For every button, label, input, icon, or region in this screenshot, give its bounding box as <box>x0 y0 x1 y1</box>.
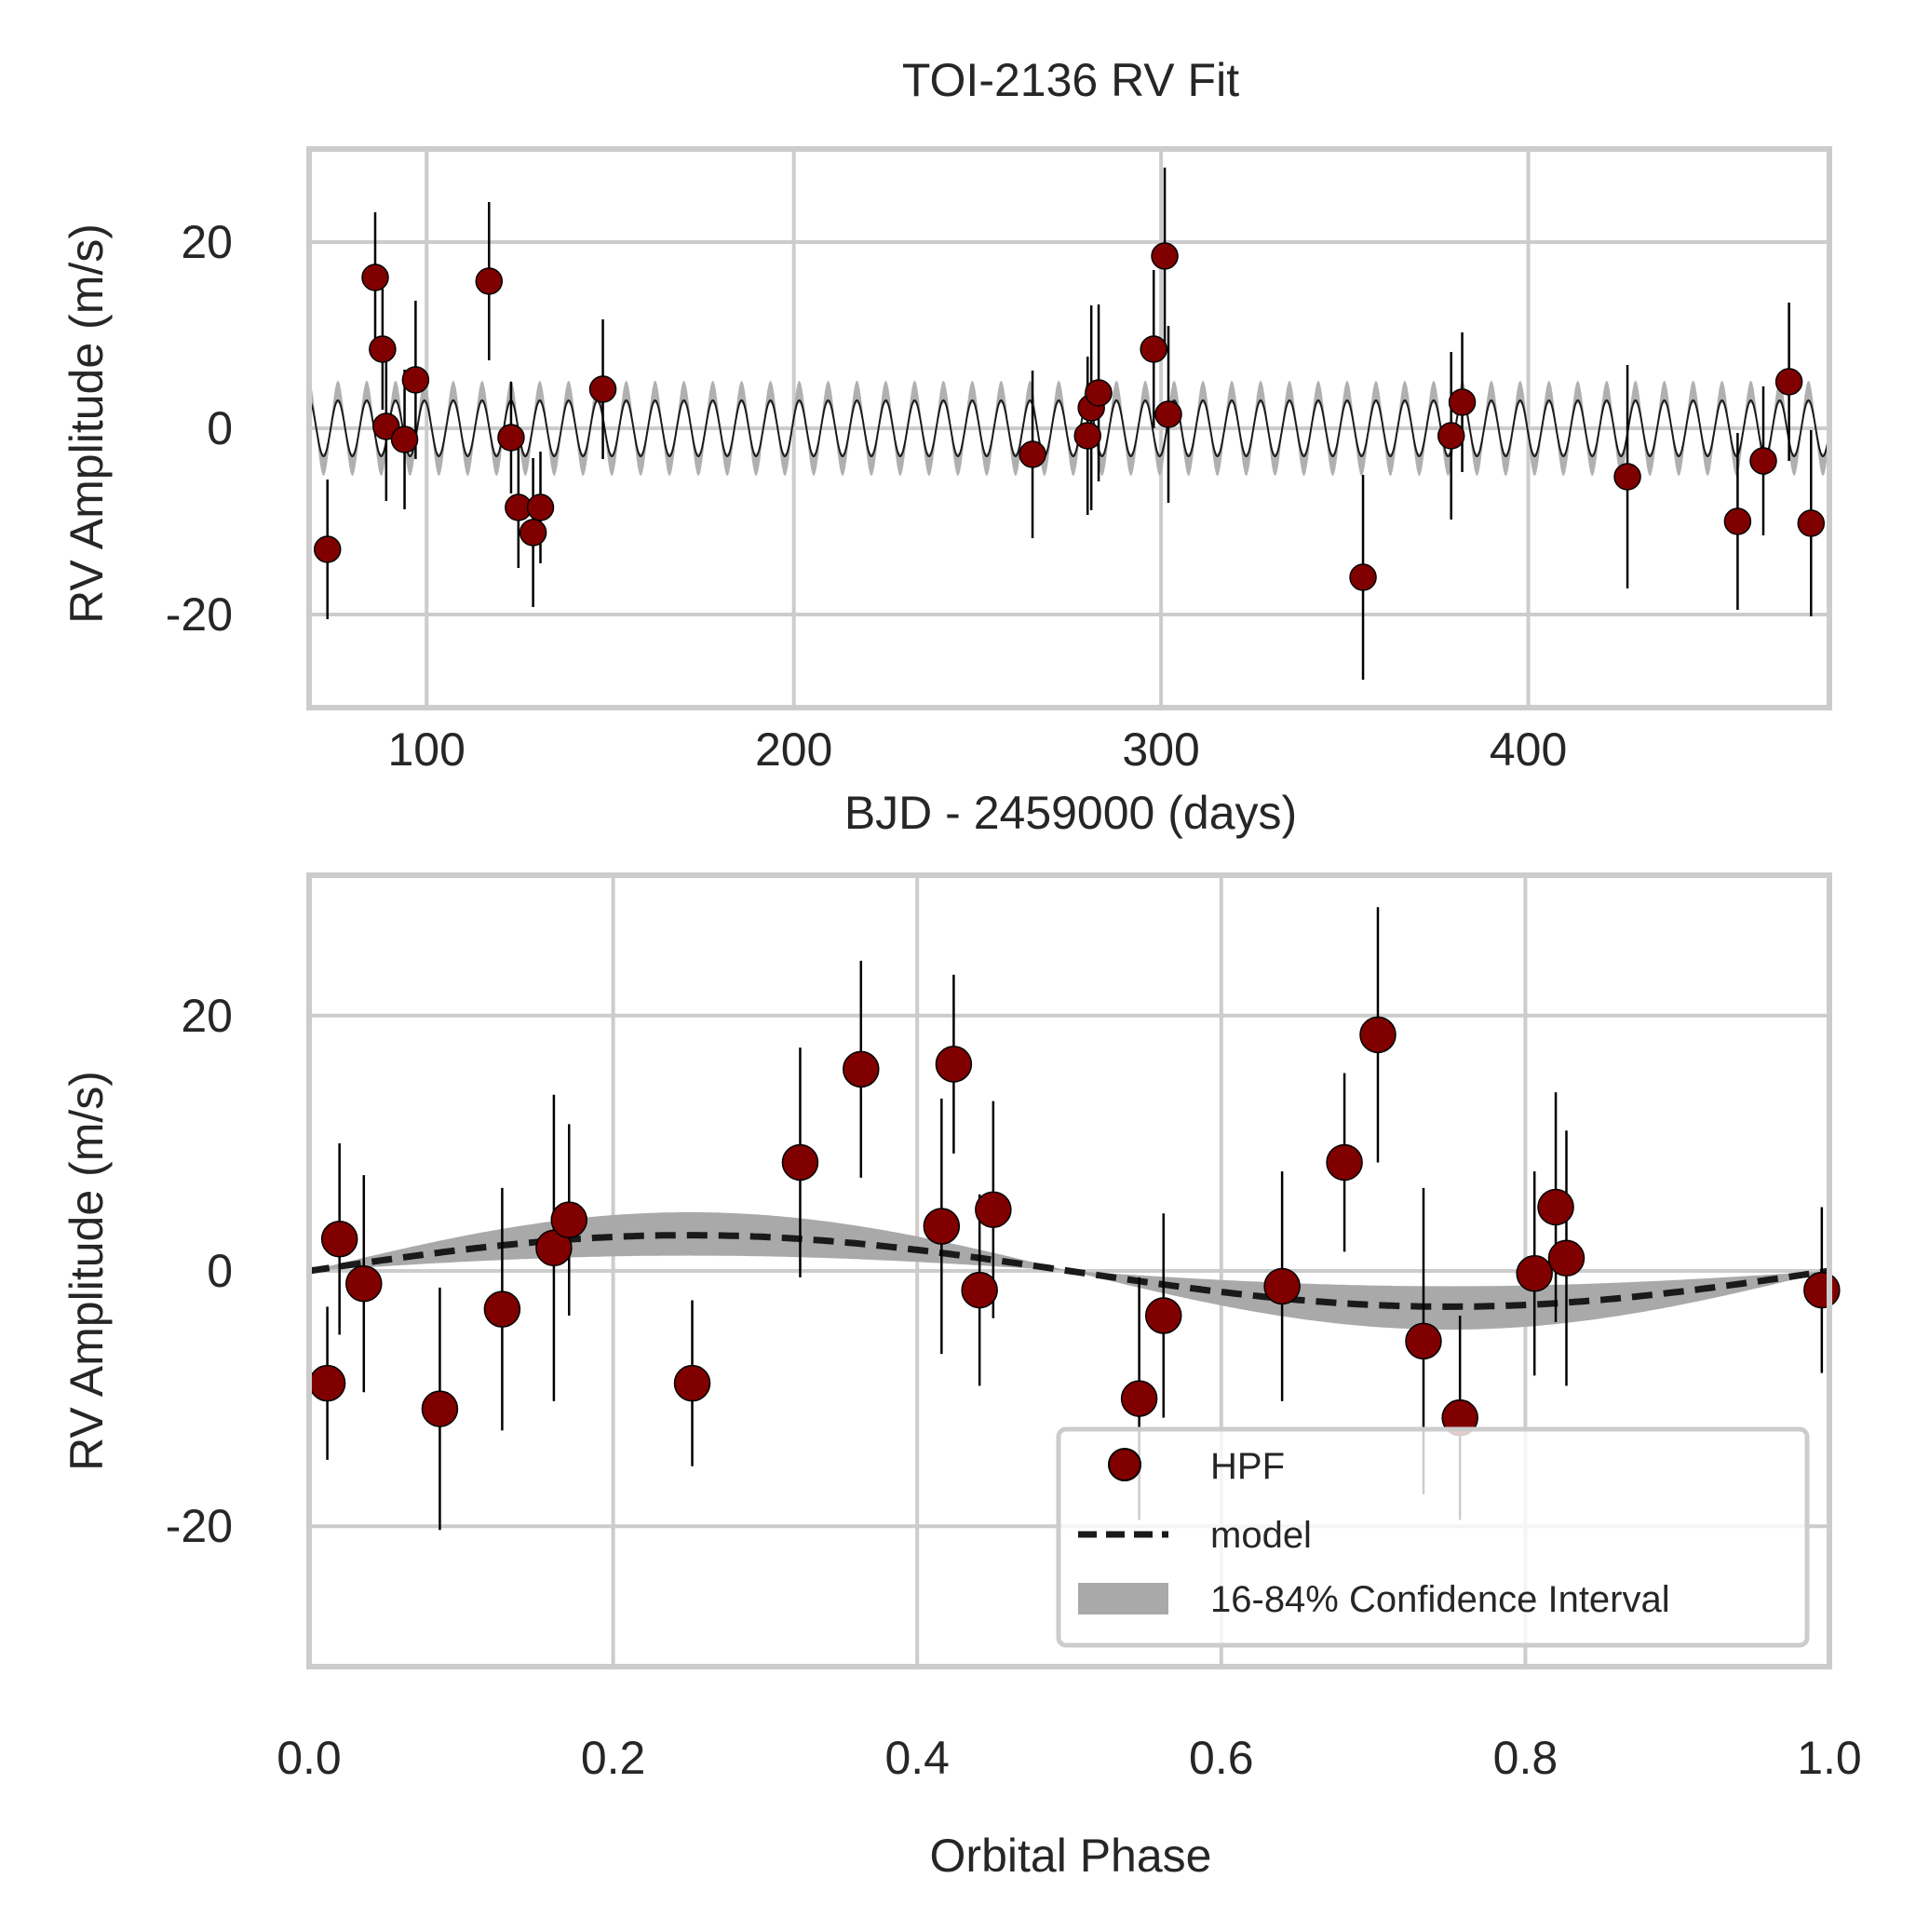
x-tick-label: 1.0 <box>1797 1732 1862 1784</box>
data-point <box>1359 1016 1397 1054</box>
bottom-data-points <box>308 1016 1841 1437</box>
x-tick-label: 100 <box>388 723 466 776</box>
data-point <box>588 375 617 403</box>
data-point <box>1516 1254 1553 1292</box>
data-point <box>1073 422 1101 450</box>
top-chart-title: TOI-2136 RV Fit <box>902 54 1239 106</box>
data-point <box>1154 400 1182 428</box>
x-tick-label: 400 <box>1490 723 1567 776</box>
data-point <box>1144 1297 1182 1334</box>
data-point <box>1749 447 1777 475</box>
x-tick-label: 0.0 <box>277 1732 342 1784</box>
x-tick-label: 0.6 <box>1189 1732 1254 1784</box>
data-point <box>345 1264 383 1303</box>
data-point <box>1326 1143 1363 1182</box>
legend: HPF model 16-84% Confidence Interval <box>1056 1426 1810 1648</box>
x-tick-label: 0.8 <box>1493 1732 1558 1784</box>
data-point <box>1263 1267 1301 1305</box>
data-point <box>369 335 397 363</box>
data-point <box>475 267 504 295</box>
data-point <box>843 1050 880 1088</box>
data-point <box>497 424 525 452</box>
y-tick-label: 0 <box>207 1245 233 1297</box>
data-point <box>1437 422 1465 450</box>
model-band-area <box>309 381 1829 476</box>
data-point <box>1120 1380 1158 1417</box>
bottom-x-axis-label: Orbital Phase <box>930 1830 1212 1882</box>
data-point <box>1140 335 1167 363</box>
x-tick-label: 300 <box>1122 723 1199 776</box>
y-tick-label: 0 <box>207 402 233 454</box>
legend-hpf-marker <box>1108 1448 1141 1481</box>
data-point <box>1019 440 1046 468</box>
data-point <box>519 519 547 547</box>
top-x-axis-label: BJD - 2459000 (days) <box>844 787 1297 839</box>
legend-box <box>1056 1426 1810 1648</box>
x-tick-label: 0.4 <box>884 1732 950 1784</box>
data-point <box>1151 242 1179 270</box>
model-curve-line <box>308 399 1830 458</box>
data-point <box>1405 1322 1442 1360</box>
legend-band-label: 16-84% Confidence Interval <box>1210 1579 1670 1620</box>
top-model-band <box>309 381 1829 476</box>
data-point <box>923 1208 961 1245</box>
data-point <box>483 1290 521 1328</box>
confidence-band-area <box>309 1211 1829 1331</box>
top-axes-frame <box>306 146 1832 710</box>
data-point <box>550 1201 587 1238</box>
y-tick-label: 20 <box>181 990 233 1042</box>
data-point <box>1537 1188 1574 1226</box>
data-point <box>1613 463 1641 491</box>
data-point <box>673 1364 711 1402</box>
data-point <box>421 1390 459 1427</box>
data-point <box>1723 507 1752 535</box>
data-point <box>535 1229 573 1267</box>
data-point <box>401 366 430 394</box>
data-point <box>961 1271 998 1309</box>
top-y-axis-label: RV Amplitude (m/s) <box>61 223 113 624</box>
data-point <box>1797 509 1826 537</box>
data-point <box>935 1046 973 1083</box>
data-point <box>1448 388 1477 416</box>
phase-folded-panel: 0.0 0.2 0.4 0.6 0.8 1.0 20 0 -20 Orbital Phase R… <box>61 872 1862 1882</box>
top-data-points <box>313 242 1826 591</box>
data-point <box>390 426 419 453</box>
y-tick-label: 20 <box>181 216 233 268</box>
data-point <box>526 493 555 521</box>
y-tick-label: -20 <box>166 588 233 641</box>
bottom-confidence-band <box>309 1211 1829 1331</box>
legend-hpf-label: HPF <box>1210 1446 1285 1487</box>
y-tick-label: -20 <box>166 1500 233 1552</box>
bottom-tick-labels: 0.0 0.2 0.4 0.6 0.8 1.0 20 0 -20 <box>166 990 1862 1784</box>
data-point <box>308 1364 346 1402</box>
data-point <box>1085 379 1113 407</box>
top-model-curve <box>308 399 1830 458</box>
data-point <box>1349 563 1377 591</box>
x-tick-label: 200 <box>755 723 832 776</box>
bottom-axes-frame <box>306 872 1832 1669</box>
top-grid <box>309 149 1829 708</box>
data-point <box>320 1220 358 1258</box>
legend-model-label: model <box>1210 1515 1312 1556</box>
data-point <box>781 1143 819 1182</box>
data-point <box>361 263 389 291</box>
data-point <box>1547 1239 1585 1277</box>
legend-band-swatch <box>1078 1583 1168 1615</box>
top-error-bars <box>326 168 1813 680</box>
x-tick-label: 0.2 <box>581 1732 646 1784</box>
bottom-y-axis-label: RV Amplitude (m/s) <box>61 1071 113 1471</box>
data-point <box>1774 368 1803 396</box>
data-point <box>975 1191 1012 1228</box>
data-point <box>313 535 342 563</box>
data-point <box>1803 1271 1841 1309</box>
